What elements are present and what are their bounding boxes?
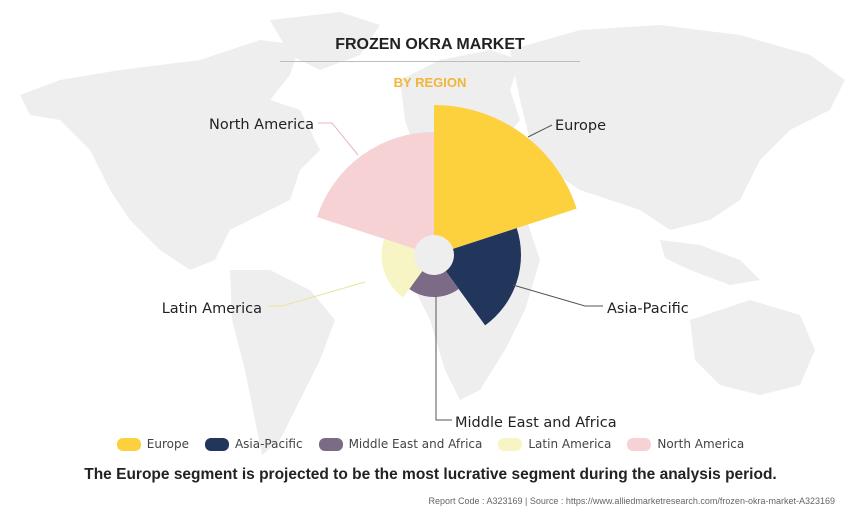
footnote-text: The Europe segment is projected to be th… [84,466,777,483]
legend-label-north-america: North America [657,437,745,451]
legend-item-asia-pacific[interactable]: Asia-Pacific [204,437,303,451]
leader-line-north-america [318,122,359,156]
slice-north-america[interactable] [317,132,434,249]
source-citation: Report Code : A323169 | Source : https:/… [428,496,835,506]
slice-asia-pacific[interactable] [445,228,522,326]
map-asia [510,25,845,230]
legend-item-latin-america[interactable]: Latin America [498,437,611,451]
legend-label-middle-east-and-africa: Middle East and Africa [348,437,483,451]
slice-middle-east-and-africa[interactable] [409,271,459,297]
chart-subtitle: BY REGION [393,75,467,90]
chart-title: FROZEN OKRA MARKET [335,36,525,53]
data-label-europe: Europe [555,118,606,134]
legend-swatch-latin-america [498,437,523,451]
map-north-america [20,40,320,270]
legend-swatch-north-america [627,437,652,451]
legend-item-europe[interactable]: Europe [116,437,189,451]
map-southeast-asia [660,240,760,285]
map-australia [690,300,815,395]
legend-item-middle-east-and-africa[interactable]: Middle East and Africa [318,437,483,451]
chart-legend: Europe Asia-Pacific Middle East and Afri… [0,437,861,451]
legend-label-latin-america: Latin America [528,437,612,451]
leader-line-middle-east-and-africa [435,296,452,421]
data-label-middle-east-and-africa: Middle East and Africa [455,415,617,431]
map-south-america [230,270,335,455]
legend-swatch-europe [116,437,141,451]
data-label-north-america: North America [209,117,314,133]
data-label-latin-america: Latin America [162,301,262,317]
slice-latin-america[interactable] [381,238,423,298]
legend-label-asia-pacific: Asia-Pacific [234,437,303,451]
legend-item-north-america[interactable]: North America [627,437,744,451]
map-greenland [270,12,380,70]
title-divider [280,61,580,62]
slice-europe[interactable] [434,105,577,249]
legend-swatch-middle-east-and-africa [318,437,343,451]
data-label-asia-pacific: Asia-Pacific [607,301,689,317]
leader-line-europe [527,124,553,138]
leader-line-latin-america [268,281,366,307]
leader-line-asia-pacific [512,284,603,307]
legend-swatch-asia-pacific [204,437,229,451]
legend-label-europe: Europe [146,437,189,451]
